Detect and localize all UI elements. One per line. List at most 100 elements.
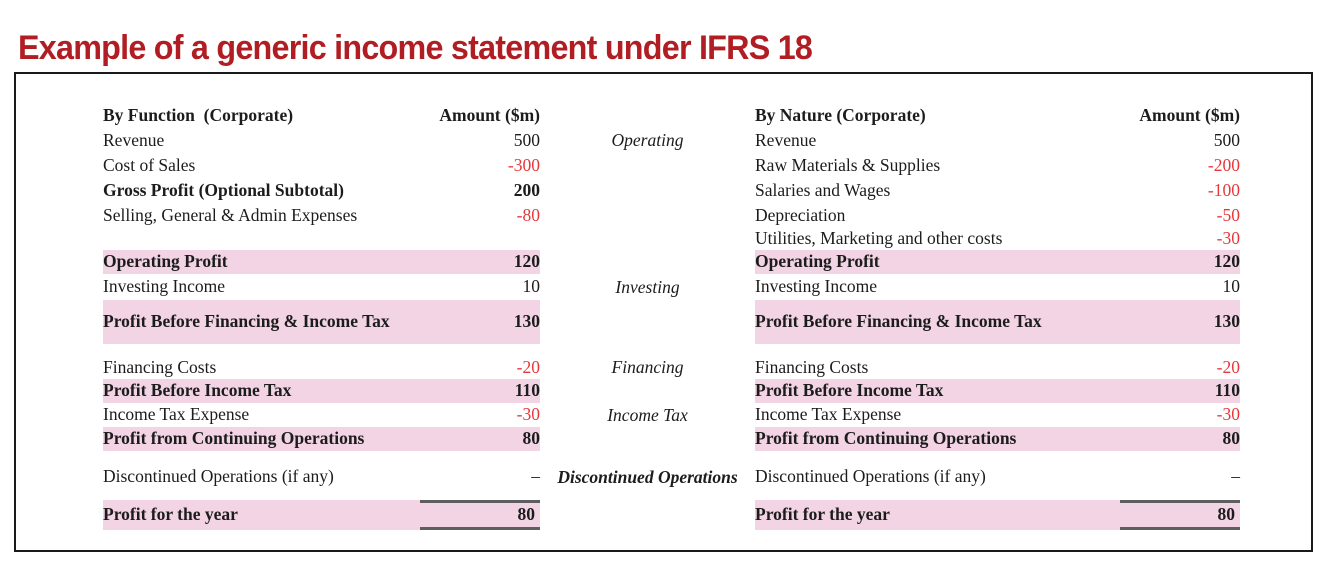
spacer-row	[540, 344, 755, 356]
row-label: Revenue	[755, 129, 817, 150]
spacer-row	[540, 153, 755, 178]
row-label: Profit from Continuing Operations	[103, 428, 365, 449]
row-label: Operating Profit	[103, 251, 228, 272]
table-row: Discontinued Operations (if any) –	[103, 464, 540, 490]
row-amount: –	[1231, 466, 1240, 487]
spacer-row	[540, 103, 755, 128]
table-row: Cost of Sales -300	[103, 153, 540, 178]
spacer-row	[540, 500, 755, 530]
row-amount: -80	[516, 204, 540, 225]
row-amount: -200	[1207, 154, 1240, 175]
table-row: Financing Costs -20	[103, 356, 540, 379]
row-amount: 130	[1213, 311, 1240, 332]
row-amount: 10	[522, 276, 541, 297]
row-label: Profit from Continuing Operations	[755, 428, 1017, 449]
spacer-row	[755, 344, 1240, 356]
table-row: Operating Profit 120	[755, 250, 1240, 274]
row-amount: 80	[1222, 428, 1241, 449]
spacer-row	[755, 451, 1240, 464]
table-row: Operating Profit 120	[103, 250, 540, 274]
column-header-amount: Amount ($m)	[1139, 104, 1240, 125]
table-row: Gross Profit (Optional Subtotal) 200	[103, 178, 540, 203]
ifrs-category-label: Financing	[611, 357, 684, 377]
table-row: Revenue 500	[103, 128, 540, 153]
column-header-label: By Nature (Corporate)	[755, 104, 926, 125]
row-label: Discontinued Operations (if any)	[755, 466, 986, 487]
spacer-row	[540, 490, 755, 500]
row-amount: -30	[1216, 228, 1240, 249]
table-row: By Nature (Corporate) Amount ($m)	[755, 103, 1240, 128]
row-amount: 120	[1213, 251, 1240, 272]
row-label: Financing Costs	[103, 356, 217, 377]
row-label: Financing Costs	[755, 356, 869, 377]
row-label: Investing Income	[755, 276, 877, 297]
table-row: Salaries and Wages -100	[755, 178, 1240, 203]
ifrs-category-label: Income Tax	[607, 404, 688, 425]
table-row: Profit for the year 80	[755, 500, 1240, 530]
row-amount: 10	[1222, 276, 1241, 297]
table-row: Discontinued Operations (if any) –	[755, 464, 1240, 490]
table-row: Selling, General & Admin Expenses -80	[103, 203, 540, 228]
table-row: Investing Income 10	[755, 274, 1240, 300]
row-label: Profit Before Income Tax	[103, 380, 292, 401]
spacer-row	[540, 379, 755, 403]
row-amount: -300	[507, 154, 540, 175]
row-label: Income Tax Expense	[755, 404, 902, 425]
spacer-row	[540, 203, 755, 228]
by-function-table: By Function (Corporate) Amount ($m) Revenu…	[103, 103, 540, 530]
spacer-row	[540, 451, 755, 464]
statement-sheet: By Function (Corporate) Amount ($m) Revenu…	[103, 103, 1240, 530]
row-amount: 130	[513, 311, 540, 332]
table-row: Investing Income 10	[103, 274, 540, 300]
row-label: Profit for the year	[755, 504, 890, 525]
spacer-row	[540, 300, 755, 344]
row-label: Salaries and Wages	[755, 179, 891, 200]
row-label: Income Tax Expense	[103, 404, 250, 425]
table-row: Revenue 500	[755, 128, 1240, 153]
table-row: Raw Materials & Supplies -200	[755, 153, 1240, 178]
row-amount: 110	[1214, 380, 1240, 401]
row-amount: -30	[1216, 404, 1240, 425]
row-label: Gross Profit (Optional Subtotal)	[103, 179, 344, 200]
total-amount-box: 80	[420, 500, 540, 530]
row-label: Cost of Sales	[103, 154, 196, 175]
by-nature-table: By Nature (Corporate) Amount ($m) Revenue 5…	[755, 103, 1240, 530]
table-row: Financing Costs -20	[755, 356, 1240, 379]
row-amount: 80	[517, 504, 536, 525]
row-label: Investing Income	[103, 276, 225, 297]
row-amount: -50	[1216, 204, 1240, 225]
row-amount: -20	[1216, 356, 1240, 377]
row-label: Profit Before Financing & Income Tax	[755, 311, 1042, 332]
row-amount: 500	[1213, 129, 1240, 150]
spacer-row	[103, 228, 540, 250]
spacer-row	[540, 178, 755, 203]
row-label: Raw Materials & Supplies	[755, 154, 941, 175]
row-label: Revenue	[103, 129, 165, 150]
table-row: Profit for the year 80	[103, 500, 540, 530]
row-label: Profit Before Financing & Income Tax	[103, 311, 390, 332]
table-row: Profit from Continuing Operations 80	[103, 427, 540, 451]
row-amount: –	[531, 466, 540, 487]
column-header-amount: Amount ($m)	[439, 104, 540, 125]
spacer-row	[103, 344, 540, 356]
table-row: Profit Before Income Tax 110	[755, 379, 1240, 403]
page-title: Example of a generic income statement un…	[18, 28, 813, 67]
spacer-row	[103, 490, 540, 500]
row-label: Selling, General & Admin Expenses	[103, 204, 358, 225]
row-label: Discontinued Operations (if any)	[103, 466, 334, 487]
row-label: Operating Profit	[755, 251, 880, 272]
ifrs-category-label: Investing	[615, 276, 680, 297]
row-label: Profit for the year	[103, 504, 238, 525]
table-row: Depreciation -50	[755, 203, 1240, 228]
ifrs-category-gutter: Operating Investing Financing Income Tax Dis…	[540, 103, 755, 530]
statement-panel: By Function (Corporate) Amount ($m) Revenu…	[14, 72, 1313, 552]
row-amount: -30	[516, 404, 540, 425]
table-row: Income Tax Expense -30	[103, 403, 540, 427]
row-amount: 120	[513, 251, 540, 272]
spacer-row	[755, 490, 1240, 500]
row-label: Profit Before Income Tax	[755, 380, 944, 401]
table-row: Income Tax Expense -30	[755, 403, 1240, 427]
table-row: Profit from Continuing Operations 80	[755, 427, 1240, 451]
row-amount: 80	[1217, 504, 1236, 525]
table-row: Profit Before Financing & Income Tax 130	[103, 300, 540, 344]
